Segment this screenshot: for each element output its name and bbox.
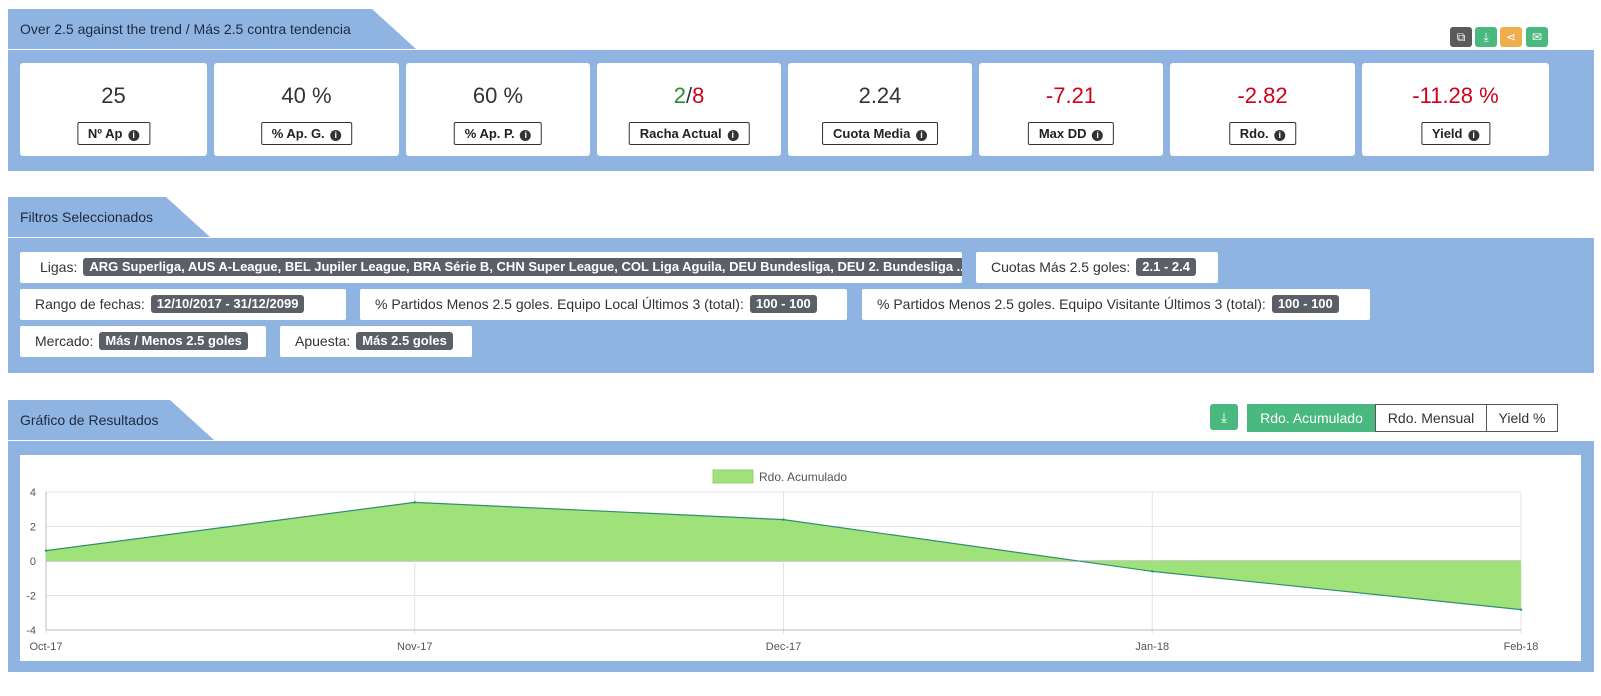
- copy-button[interactable]: ⧉: [1450, 27, 1472, 47]
- filters-title: Filtros Seleccionados: [8, 197, 210, 237]
- info-icon[interactable]: i: [727, 130, 739, 141]
- chart-panel: 4 2 0 -2 -4 Oct-17 Nov-17 Dec-17 Jan-18 Feb-18 Rdo…: [8, 441, 1594, 672]
- stat-value: -2.82: [1237, 83, 1288, 108]
- filter-visitante: % Partidos Menos 2.5 goles. Equipo Visit…: [862, 289, 1370, 320]
- data-point: [44, 549, 48, 552]
- stat-label-max-dd[interactable]: Max DD i: [1027, 122, 1115, 145]
- filters-section: Filtros Seleccionados Ligas: ARG Superlig…: [8, 197, 1594, 373]
- share-icon: ⋖: [1505, 30, 1517, 44]
- data-point: [1519, 608, 1523, 611]
- stat-value: 25: [101, 83, 126, 108]
- download-icon: ⤓: [1220, 409, 1228, 425]
- chart-card: 4 2 0 -2 -4 Oct-17 Nov-17 Dec-17 Jan-18 Feb-18 Rdo…: [20, 455, 1581, 661]
- legend-label: Rdo. Acumulado: [759, 470, 847, 484]
- info-icon[interactable]: i: [1468, 130, 1480, 141]
- email-button[interactable]: ✉: [1526, 27, 1548, 47]
- filter-fechas: Rango de fechas: 12/10/2017 - 31/12/2099: [20, 289, 346, 320]
- x-tick-label: Jan-18: [1135, 641, 1169, 653]
- filter-mercado: Mercado: Más / Menos 2.5 goles: [20, 326, 266, 357]
- x-tick-label: Nov-17: [397, 641, 432, 653]
- data-point: [1151, 570, 1154, 573]
- stats-section: Over 2.5 against the trend / Más 2.5 con…: [8, 9, 1594, 171]
- stats-panel: 25 Nº Ap i 40 % % Ap. G. i 60 % % Ap. P.…: [8, 50, 1594, 171]
- info-icon[interactable]: i: [1274, 130, 1286, 141]
- filter-apuesta: Apuesta: Más 2.5 goles: [280, 326, 472, 357]
- tab-rdo-acumulado[interactable]: Rdo. Acumulado: [1247, 404, 1376, 432]
- stat-label-yield[interactable]: Yield i: [1420, 122, 1491, 145]
- stat-card-ap-p: 60 % % Ap. P. i: [406, 63, 590, 156]
- info-icon[interactable]: i: [330, 130, 342, 141]
- stat-value: 2/8: [673, 83, 705, 108]
- filter-cuotas: Cuotas Más 2.5 goles: 2.1 - 2.4: [976, 252, 1218, 283]
- stat-card-racha: 2/8 Racha Actual i: [597, 63, 781, 156]
- x-tick-label: Feb-18: [1504, 641, 1539, 653]
- stat-card-max-dd: -7.21 Max DD i: [979, 63, 1163, 156]
- results-title: Gráfico de Resultados: [8, 400, 214, 440]
- y-tick-label: 0: [30, 556, 36, 568]
- stat-label-cuota[interactable]: Cuota Media i: [822, 122, 938, 145]
- x-tick-label: Dec-17: [766, 641, 801, 653]
- x-tick-label: Oct-17: [29, 641, 62, 653]
- tab-yield[interactable]: Yield %: [1486, 404, 1558, 432]
- envelope-icon: ✉: [1531, 30, 1543, 44]
- stat-value: 60 %: [472, 83, 524, 108]
- download-icon: ⤓: [1483, 30, 1489, 44]
- stat-card-rdo: -2.82 Rdo. i: [1170, 63, 1355, 156]
- results-section: Gráfico de Resultados ⤓ Rdo. Acumulado R…: [8, 400, 1594, 674]
- info-icon[interactable]: i: [1092, 130, 1104, 141]
- stat-card-num-ap: 25 Nº Ap i: [20, 63, 207, 156]
- filters-panel: Ligas: ARG Superliga, AUS A-League, BEL J…: [8, 238, 1594, 373]
- stat-label-num-ap[interactable]: Nº Ap i: [76, 122, 151, 145]
- info-icon[interactable]: i: [520, 130, 532, 141]
- stat-label-ap-g[interactable]: % Ap. G. i: [260, 122, 353, 145]
- y-tick-label: -4: [26, 625, 36, 637]
- download-button[interactable]: ⤓: [1475, 27, 1497, 47]
- stat-value: 40 %: [281, 83, 332, 108]
- series-area: [46, 502, 1521, 610]
- stat-label-rdo[interactable]: Rdo. i: [1228, 122, 1297, 145]
- stat-value: -11.28 %: [1412, 83, 1499, 108]
- data-point: [782, 518, 785, 521]
- results-chart: 4 2 0 -2 -4 Oct-17 Nov-17 Dec-17 Jan-18 Feb-18 Rdo…: [26, 469, 1539, 653]
- legend-swatch: [712, 469, 754, 484]
- copy-icon: ⧉: [1456, 30, 1466, 44]
- y-tick-label: 2: [30, 522, 36, 534]
- stat-card-yield: -11.28 % Yield i: [1362, 63, 1549, 156]
- info-icon[interactable]: i: [128, 130, 140, 141]
- info-icon[interactable]: i: [915, 130, 927, 141]
- filter-local: % Partidos Menos 2.5 goles. Equipo Local…: [360, 289, 847, 320]
- stat-card-ap-g: 40 % % Ap. G. i: [214, 63, 399, 156]
- stat-value: 2.24: [858, 83, 902, 108]
- page-title: Over 2.5 against the trend / Más 2.5 con…: [8, 9, 416, 49]
- share-button[interactable]: ⋖: [1500, 27, 1522, 47]
- chart-download-button[interactable]: ⤓: [1210, 404, 1238, 430]
- filter-ligas: Ligas: ARG Superliga, AUS A-League, BEL J…: [20, 252, 962, 283]
- y-tick-label: 4: [30, 487, 36, 499]
- stat-value: -7.21: [1045, 83, 1097, 108]
- stat-card-cuota: 2.24 Cuota Media i: [788, 63, 972, 156]
- stat-label-racha[interactable]: Racha Actual i: [628, 122, 750, 145]
- stat-label-ap-p[interactable]: % Ap. P. i: [453, 122, 543, 145]
- tab-rdo-mensual[interactable]: Rdo. Mensual: [1375, 404, 1487, 432]
- y-tick-label: -2: [26, 591, 36, 603]
- data-point: [413, 501, 416, 504]
